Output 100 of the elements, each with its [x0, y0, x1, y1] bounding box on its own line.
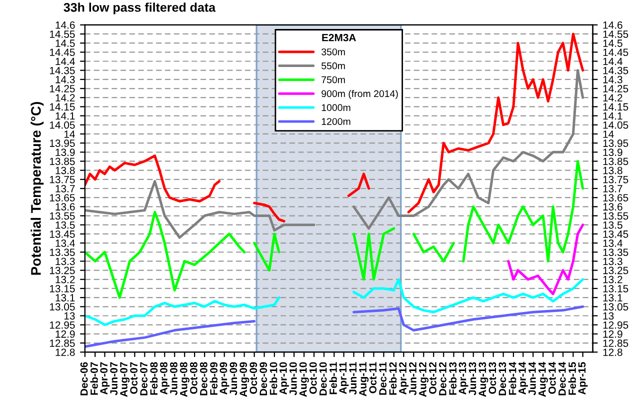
x-tick-label: Feb-12	[388, 362, 397, 395]
y2-tick-label: 12.9	[603, 330, 622, 338]
x-tick-label: Dec-08	[200, 362, 208, 396]
x-tick-label: Dec-11	[379, 362, 386, 395]
x-tick-label: Apr-10	[279, 362, 289, 395]
y-tick-label: 14.35	[50, 66, 75, 74]
x-tick-label: Dec-10	[319, 362, 327, 396]
x-tick-label: Apr-15	[578, 362, 588, 395]
y-tick-label: 14.25	[50, 85, 75, 92]
x-tick-label: Oct-09	[250, 362, 258, 394]
y-tick-label: 14.3	[56, 76, 75, 84]
y2-tick-label: 13.9	[603, 148, 622, 156]
x-tick-label: Oct-10	[309, 362, 317, 394]
x-tick-label: Apr-13	[458, 362, 468, 395]
y2-tick-label: 13.35	[603, 248, 628, 256]
y-tick-label: 13.75	[50, 176, 75, 184]
x-tick-label: Aug-13	[478, 362, 488, 397]
x-tick-label: Apr-11	[339, 362, 349, 394]
y-tick-label: 13.45	[50, 230, 75, 238]
y2-tick-label: 14.05	[603, 121, 628, 129]
y2-tick-label: 13.75	[603, 176, 628, 184]
y-tick-label: 14.2	[56, 94, 75, 102]
y2-tick-label: 13.8	[603, 166, 622, 174]
x-tick-label: Oct-13	[488, 362, 496, 394]
y-tick-label: 12.95	[50, 321, 75, 329]
x-tick-label: Dec-09	[260, 362, 268, 396]
y2-tick-label: 14.6	[603, 21, 622, 29]
y2-tick-label: 13.15	[603, 284, 628, 292]
x-tick-label: Feb-08	[150, 362, 158, 395]
y-tick-label: 13.25	[50, 266, 75, 274]
x-tick-label: Dec-07	[140, 362, 148, 396]
y-tick-label: 14.15	[50, 103, 75, 111]
y2-tick-label: 12.8	[603, 348, 622, 356]
y-tick-label: 14.05	[50, 121, 75, 129]
y2-tick-label: 13.95	[603, 140, 628, 147]
y2-tick-label: 14.25	[603, 85, 628, 92]
y2-tick-label: 13.45	[603, 230, 628, 238]
x-tick-label: Oct-11	[369, 362, 377, 394]
y-tick-label: 14	[64, 130, 75, 138]
y2-tick-label: 14.15	[603, 103, 628, 111]
y-tick-label: 13.4	[56, 240, 75, 247]
x-tick-label: Dec-14	[558, 362, 566, 396]
y-tick-label: 13.85	[50, 158, 75, 166]
x-tick-label: Feb-15	[568, 362, 576, 395]
x-tick-label: Feb-09	[210, 362, 218, 395]
legend-label: 1000m	[322, 104, 350, 112]
x-tick-label: Oct-14	[548, 362, 556, 394]
y-tick-label: 12.8	[56, 348, 75, 356]
y-tick-label: 13.8	[56, 166, 75, 174]
y-tick-label: 13.1	[56, 294, 75, 302]
y2-tick-label: 13.3	[603, 258, 622, 266]
y2-tick-label: 14.5	[603, 40, 622, 47]
x-tick-label: Jun-11	[349, 362, 357, 395]
x-tick-label: Aug-10	[299, 362, 309, 397]
y-tick-label: 13.6	[56, 203, 75, 211]
y-tick-label: 13.15	[50, 284, 75, 292]
y2-tick-label: 13.05	[603, 303, 628, 311]
y-tick-label: 13	[64, 312, 75, 320]
y2-tick-label: 14.4	[603, 58, 622, 66]
legend-label: 750m	[322, 76, 345, 84]
x-tick-label: Apr-12	[399, 362, 409, 395]
x-tick-label: Aug-08	[180, 362, 190, 397]
x-tick-label: Jun-12	[409, 362, 416, 396]
x-tick-label: Jun-09	[230, 362, 238, 396]
legend-label: 1200m	[322, 118, 350, 125]
y2-tick-label: 14	[603, 130, 614, 138]
y-tick-label: 14.5	[56, 40, 75, 47]
x-tick-label: Feb-07	[90, 362, 98, 395]
x-tick-label: Dec-13	[498, 362, 506, 396]
y-tick-label: 13.2	[56, 276, 75, 284]
y2-tick-label: 12.95	[603, 321, 628, 329]
y2-tick-label: 13.55	[603, 212, 628, 220]
y-tick-label: 14.55	[50, 30, 75, 38]
y-tick-label: 13.3	[56, 258, 75, 266]
x-tick-label: Feb-11	[329, 362, 337, 394]
y2-tick-label: 12.85	[603, 340, 628, 347]
y2-tick-label: 13.7	[603, 184, 622, 192]
x-tick-label: Apr-08	[160, 362, 170, 395]
y2-tick-label: 14.55	[603, 30, 628, 38]
legend-label: 350m	[322, 48, 345, 56]
legend-label: 550m	[322, 62, 345, 70]
legend-label: 900m (from 2014)	[322, 90, 398, 100]
x-tick-label: Oct-08	[190, 362, 198, 394]
y-tick-label: 14.45	[50, 48, 75, 56]
x-tick-label: Oct-07	[130, 362, 138, 394]
x-tick-label: Aug-12	[418, 362, 428, 397]
x-tick-label: Aug-11	[359, 362, 369, 396]
y-tick-label: 13.65	[50, 194, 75, 202]
x-tick-label: Jun-08	[170, 362, 178, 396]
y-tick-label: 13.95	[50, 140, 75, 147]
x-tick-label: Apr-07	[100, 362, 110, 395]
y-tick-label: 13.7	[56, 184, 75, 192]
x-tick-label: Dec-06	[80, 362, 88, 396]
x-tick-label: Apr-09	[220, 362, 230, 395]
y2-tick-label: 13.6	[603, 203, 622, 211]
y-tick-label: 12.9	[56, 330, 75, 338]
y2-tick-label: 13.1	[603, 294, 622, 302]
y2-tick-label: 13.4	[603, 240, 622, 247]
y2-tick-label: 14.3	[603, 76, 622, 84]
x-tick-label: Oct-12	[429, 362, 436, 394]
